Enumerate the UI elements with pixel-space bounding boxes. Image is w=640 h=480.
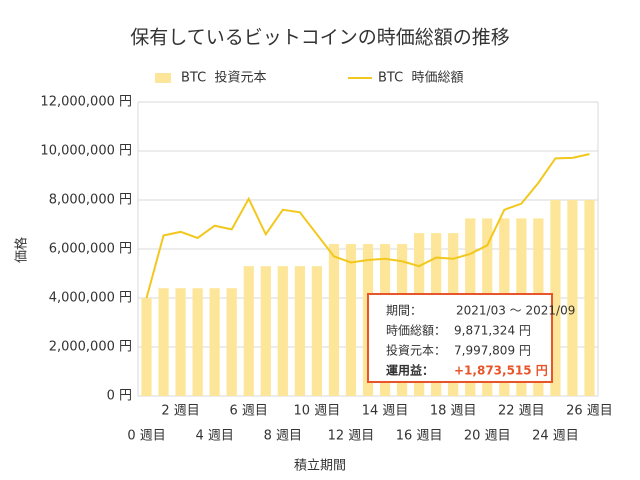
legend-label: BTC 時価総額	[378, 71, 463, 86]
chart-title: 保有しているビットコインの時価総額の推移	[130, 27, 509, 49]
bar	[141, 298, 152, 396]
x-tick-label: 22 週目	[498, 404, 545, 419]
line	[145, 153, 590, 299]
bar	[567, 200, 578, 396]
annotation-label: 運用益：	[386, 363, 434, 378]
x-tick-label: 16 週目	[396, 429, 443, 444]
bar	[243, 266, 254, 396]
y-tick-label: 8,000,000 円	[49, 193, 132, 208]
annotation-box	[367, 293, 553, 383]
annotation-label: 時価総額：	[386, 324, 446, 338]
annotation-value: 2021/03 ～ 2021/09	[456, 304, 575, 318]
x-tick-label: 26 週目	[566, 404, 613, 419]
x-axis-label: 積立期間	[294, 459, 346, 474]
y-tick-label: 0 円	[107, 389, 132, 404]
x-tick-label: 14 週目	[362, 404, 409, 419]
bar	[158, 288, 169, 396]
y-axis-label: 価格	[14, 237, 30, 263]
bar	[175, 288, 186, 396]
x-tick-label: 0 週目	[127, 429, 165, 444]
bar	[328, 244, 340, 396]
annotation-value: 9,871,324 円	[454, 324, 531, 338]
bar	[209, 288, 220, 396]
y-tick-label: 4,000,000 円	[49, 291, 132, 306]
bar	[260, 266, 271, 396]
bar	[226, 288, 237, 396]
bar	[294, 266, 305, 396]
x-tick-label: 8 週目	[264, 429, 302, 444]
bar	[311, 266, 322, 396]
annotation-value: +1,873,515 円	[454, 364, 548, 378]
y-tick-label: 12,000,000 円	[40, 95, 132, 110]
y-tick-label: 2,000,000 円	[49, 340, 132, 355]
bar	[192, 288, 203, 396]
x-tick-label: 2 週目	[161, 404, 199, 419]
legend-label: BTC 投資元本	[181, 70, 266, 86]
bar	[277, 266, 288, 396]
y-tick-label: 10,000,000 円	[40, 144, 132, 159]
x-tick-label: 10 週目	[294, 404, 341, 419]
bar	[345, 244, 357, 396]
x-tick-label: 6 週目	[230, 404, 268, 419]
annotation-label: 期間：	[386, 304, 422, 318]
bar	[550, 200, 561, 396]
x-tick-label: 20 週目	[464, 429, 511, 444]
x-tick-label: 24 週目	[532, 429, 579, 444]
x-tick-label: 4 週目	[195, 429, 233, 444]
annotation-value: 7,997,809 円	[454, 344, 531, 358]
legend-swatch	[155, 73, 171, 83]
annotation-label: 投資元本：	[386, 343, 446, 358]
x-tick-label: 18 週目	[430, 404, 477, 419]
x-tick-label: 12 週目	[328, 429, 375, 444]
y-tick-label: 6,000,000 円	[49, 242, 132, 257]
bar	[584, 200, 595, 396]
